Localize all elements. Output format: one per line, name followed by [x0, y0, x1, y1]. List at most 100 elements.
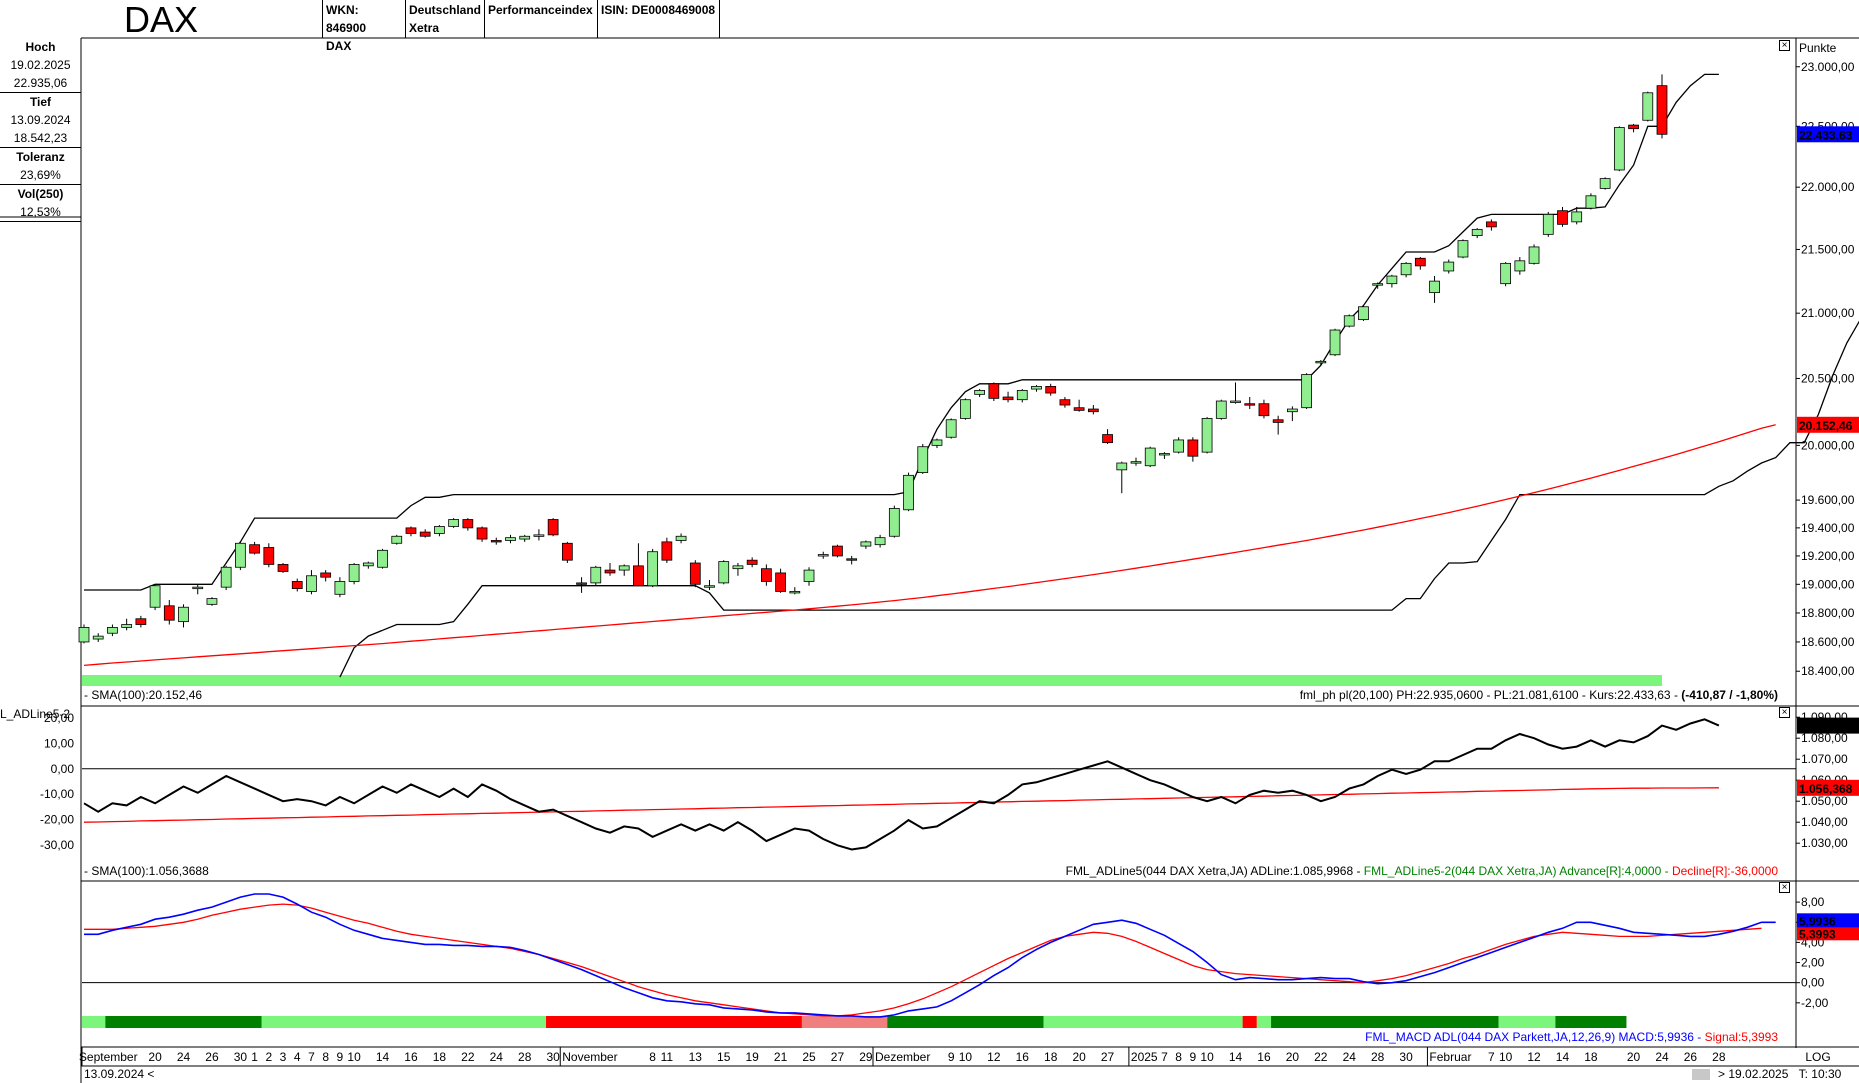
- price-info-text: fml_ph pl(20,100) PH:22.935,0600 - PL:21…: [1300, 688, 1682, 702]
- date-tick-label: 3: [280, 1050, 287, 1064]
- macd-signal-line: [84, 903, 1762, 1017]
- header-cell-line: WKN: 846900: [326, 3, 367, 35]
- adline-sma-line: [83, 787, 1719, 823]
- date-tick-label: September: [79, 1050, 138, 1064]
- candle-body: [1358, 306, 1369, 321]
- date-tick-label: 14: [376, 1050, 390, 1064]
- candle-body: [135, 618, 147, 625]
- date-tick-label: 10: [1200, 1050, 1214, 1064]
- date-tick-label: 26: [205, 1050, 219, 1064]
- candle-body: [704, 585, 715, 588]
- candle-body: [817, 554, 829, 557]
- adline-value-bg: [1797, 717, 1859, 734]
- macd-signal-segment: [1256, 1016, 1272, 1028]
- candle-body: [1301, 374, 1312, 409]
- candle-body: [1571, 211, 1583, 223]
- candle-body: [803, 569, 815, 582]
- instrument-title: DAX: [124, 0, 199, 40]
- candle-body: [903, 474, 914, 511]
- candle-body: [1031, 386, 1042, 390]
- macd-signal-segment: [1242, 1016, 1257, 1028]
- price-tick-label: 23.000,00: [1801, 60, 1855, 74]
- macd-tick-label: 0,00: [1801, 976, 1825, 990]
- candle-body: [1443, 261, 1455, 272]
- candle-body: [490, 540, 502, 543]
- date-tick-label: 2025: [1131, 1050, 1158, 1064]
- header-cell: Performanceindex: [484, 0, 597, 38]
- candle-body: [1414, 257, 1426, 267]
- date-tick-label: 24: [490, 1050, 504, 1064]
- header-cell: WKN: 846900 DAX: [322, 0, 405, 53]
- close-macd-panel-icon[interactable]: ×: [1779, 882, 1790, 893]
- adline-left-tick-label: 20,00: [44, 711, 74, 725]
- time-label: T: 10:30: [1799, 1067, 1842, 1081]
- candle-body: [1002, 396, 1014, 401]
- candle-body: [306, 575, 317, 592]
- sidebar-stat-label: Vol(250): [17, 187, 64, 201]
- adline-line: [83, 718, 1720, 851]
- header-cell-line: ISIN: DE0008469008: [601, 3, 716, 17]
- candle-body: [1272, 419, 1284, 423]
- candle-body: [235, 542, 246, 568]
- date-tick-label: 14: [1556, 1050, 1570, 1064]
- date-tick-label: 18: [1584, 1050, 1598, 1064]
- candle-body: [448, 519, 459, 527]
- close-adline-panel-icon[interactable]: ×: [1779, 707, 1790, 718]
- date-tick-label: 7: [1488, 1050, 1495, 1064]
- adline-left-tick-label: -30,00: [40, 838, 74, 852]
- price-tick-label: 21.500,00: [1801, 242, 1855, 256]
- price-tick-label: 20.500,00: [1801, 371, 1855, 385]
- candle-body: [434, 526, 445, 534]
- adline-right-tick-label: 1.080,00: [1801, 731, 1848, 745]
- date-tick-label: 20: [1286, 1050, 1300, 1064]
- date-tick-label: 21: [774, 1050, 788, 1064]
- price-tick-label: 21.000,00: [1801, 306, 1855, 320]
- candle-body: [1400, 262, 1412, 276]
- sidebar-stat-value: 22.935,06: [13, 76, 68, 90]
- candle-body: [1557, 210, 1568, 225]
- sidebar-stat: Tief 13.09.2024 18.542,23: [0, 93, 81, 148]
- date-tick-label: 16: [1016, 1050, 1030, 1064]
- date-tick-label: 10: [1499, 1050, 1513, 1064]
- candle-body: [533, 534, 545, 537]
- date-tick-label: 10: [959, 1050, 973, 1064]
- header-cell: Deutschland Xetra: [405, 0, 484, 38]
- candle-body: [832, 545, 843, 557]
- candle-body: [220, 566, 232, 588]
- candle-body: [1130, 461, 1142, 464]
- candle-body: [1215, 400, 1227, 419]
- candle-body: [107, 627, 118, 634]
- adline-sma-legend: - SMA(100):1.056,3688: [84, 864, 209, 878]
- date-tick-label: 15: [717, 1050, 731, 1064]
- date-tick-label: 27: [831, 1050, 845, 1064]
- header-cell-line: Xetra: [409, 21, 440, 35]
- macd-signal-segment: [1498, 1016, 1556, 1028]
- candle-body: [163, 605, 175, 621]
- candle-body: [618, 565, 630, 571]
- price-info-legend: fml_ph pl(20,100) PH:22.935,0600 - PL:21…: [1300, 688, 1778, 702]
- sidebar-stat-label: Toleranz: [16, 150, 65, 164]
- range-start-label: 13.09.2024 <: [84, 1067, 154, 1081]
- date-tick-label: 4: [294, 1050, 301, 1064]
- date-tick-label: 29: [859, 1050, 873, 1064]
- candle-body: [348, 564, 360, 582]
- date-tick-label: Dezember: [875, 1050, 930, 1064]
- macd-signal-segment: [546, 1016, 802, 1028]
- candle-body: [1102, 434, 1113, 444]
- candle-body: [718, 561, 730, 584]
- date-tick-label: 27: [1101, 1050, 1115, 1064]
- date-tick-label: 20: [1072, 1050, 1086, 1064]
- close-price-panel-icon[interactable]: ×: [1779, 40, 1790, 51]
- date-tick-label: 28: [518, 1050, 532, 1064]
- date-tick-label: November: [562, 1050, 617, 1064]
- price-tick-label: 22.000,00: [1801, 180, 1855, 194]
- macd-signal-segment: [82, 1016, 106, 1028]
- adline-legend-part: FML_ADLine5-2(044 DAX Xetra,JA) Advance[…: [1364, 864, 1672, 878]
- macd-tick-label: 8,00: [1801, 895, 1825, 909]
- price-tick-label: 18.400,00: [1801, 664, 1855, 678]
- candle-body: [291, 581, 303, 589]
- price-tick-label: 20.000,00: [1801, 438, 1855, 452]
- adline-sma-value-label: 1.056,368: [1799, 782, 1853, 796]
- sma-value-label: 20.152,46: [1799, 419, 1853, 433]
